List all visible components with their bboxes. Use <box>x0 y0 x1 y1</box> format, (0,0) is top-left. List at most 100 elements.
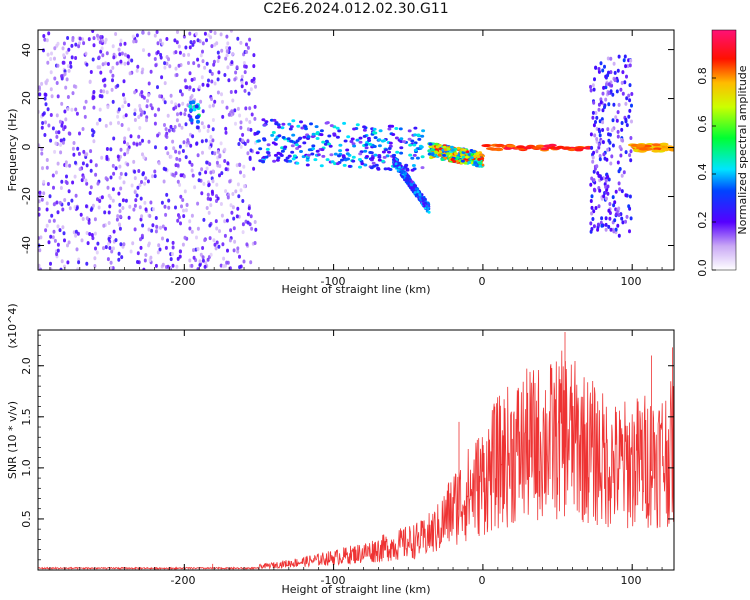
heatmap-cell <box>345 152 350 156</box>
heatmap-cell <box>140 70 144 75</box>
heatmap-cell <box>197 178 201 183</box>
heatmap-cell <box>523 146 532 150</box>
heatmap-cell <box>184 122 188 127</box>
heatmap-cell <box>166 238 169 243</box>
heatmap-cell <box>231 192 235 196</box>
heatmap-cell <box>450 158 455 161</box>
heatmap-cell <box>189 118 194 123</box>
heatmap-cell <box>283 145 288 149</box>
heatmap-cell <box>215 240 219 245</box>
heatmap-cell <box>138 107 142 112</box>
heatmap-cell <box>243 88 247 93</box>
heatmap-cell <box>395 150 400 154</box>
heatmap-cell <box>115 61 119 66</box>
heatmap-cell <box>316 153 321 157</box>
heatmap-cell <box>506 144 516 148</box>
heatmap-cell <box>200 191 204 196</box>
heatmap-cell <box>170 100 174 105</box>
heatmap-cell <box>178 157 182 162</box>
heatmap-cell <box>380 139 385 143</box>
heatmap-cell <box>202 217 206 222</box>
heatmap-cell <box>294 143 299 147</box>
heatmap-cell <box>60 123 64 128</box>
heatmap-cell <box>112 171 116 176</box>
heatmap-cell <box>147 81 151 86</box>
heatmap-cell <box>371 161 376 165</box>
heatmap-cell <box>201 246 205 250</box>
heatmap-cell <box>324 139 329 143</box>
heatmap-cell <box>425 204 429 208</box>
heatmap-cell <box>415 156 420 160</box>
heatmap-cell <box>63 109 67 114</box>
heatmap-cell <box>227 78 231 83</box>
heatmap-cell <box>625 74 628 79</box>
spectrogram-frame <box>37 29 675 271</box>
heatmap-cell <box>619 87 623 92</box>
heatmap-cell <box>614 227 618 232</box>
heatmap-cell <box>229 228 233 233</box>
heatmap-cell <box>174 149 178 154</box>
heatmap-cell <box>91 30 95 33</box>
heatmap-cell <box>246 127 250 132</box>
heatmap-cell <box>592 150 596 155</box>
heatmap-cell <box>53 56 56 61</box>
heatmap-cell <box>616 129 620 134</box>
heatmap-cell <box>143 181 147 186</box>
heatmap-cell <box>449 145 454 149</box>
heatmap-cell <box>592 224 596 229</box>
heatmap-cell <box>93 231 97 236</box>
heatmap-cell <box>123 97 127 101</box>
heatmap-cell <box>272 159 277 163</box>
heatmap-cell <box>109 147 113 152</box>
heatmap-cell <box>460 159 465 163</box>
heatmap-cell <box>271 141 276 145</box>
heatmap-cell <box>473 161 478 165</box>
heatmap-cell <box>199 99 203 104</box>
heatmap-cell <box>195 125 199 130</box>
heatmap-cell <box>59 150 63 155</box>
heatmap-cell <box>610 128 614 133</box>
heatmap-cell <box>590 211 594 216</box>
heatmap-cell <box>589 132 593 137</box>
heatmap-cell <box>358 152 363 156</box>
heatmap-cell <box>302 141 307 145</box>
heatmap-cell <box>413 133 418 137</box>
snr-multiplier-label: (x10^4) <box>6 303 19 348</box>
heatmap-cell <box>373 131 378 135</box>
heatmap-cell <box>614 115 618 120</box>
heatmap-cell <box>175 264 179 269</box>
heatmap-cell <box>103 210 107 215</box>
heatmap-cell <box>226 161 230 166</box>
heatmap-cell <box>628 98 632 103</box>
heatmap-cell <box>352 127 357 131</box>
heatmap-cell <box>382 155 387 159</box>
heatmap-cell <box>320 148 325 152</box>
heatmap-cell <box>420 155 425 159</box>
heatmap-cell <box>149 255 153 260</box>
heatmap-cell <box>206 257 210 262</box>
heatmap-cell <box>617 169 621 174</box>
heatmap-cell <box>306 135 311 139</box>
heatmap-cell <box>158 247 162 252</box>
heatmap-cell <box>40 151 44 156</box>
heatmap-cell <box>467 161 472 164</box>
heatmap-cell <box>231 52 235 56</box>
heatmap-cell <box>242 184 246 189</box>
heatmap-cell <box>216 59 220 63</box>
heatmap-cell <box>422 196 426 199</box>
heatmap-cell <box>589 221 593 226</box>
heatmap-cell <box>100 195 104 200</box>
heatmap-cell <box>329 153 334 157</box>
heatmap-cell <box>213 99 217 104</box>
heatmap-cell <box>410 168 415 172</box>
heatmap-cell <box>620 189 624 194</box>
heatmap-cell <box>364 143 369 147</box>
heatmap-cell <box>112 136 116 141</box>
heatmap-cell <box>606 191 610 196</box>
heatmap-cell <box>246 139 250 144</box>
heatmap-cell <box>208 223 212 228</box>
heatmap-cell <box>373 153 378 157</box>
heatmap-cell <box>133 203 137 208</box>
heatmap-cell <box>41 166 44 171</box>
heatmap-cell <box>163 100 167 105</box>
